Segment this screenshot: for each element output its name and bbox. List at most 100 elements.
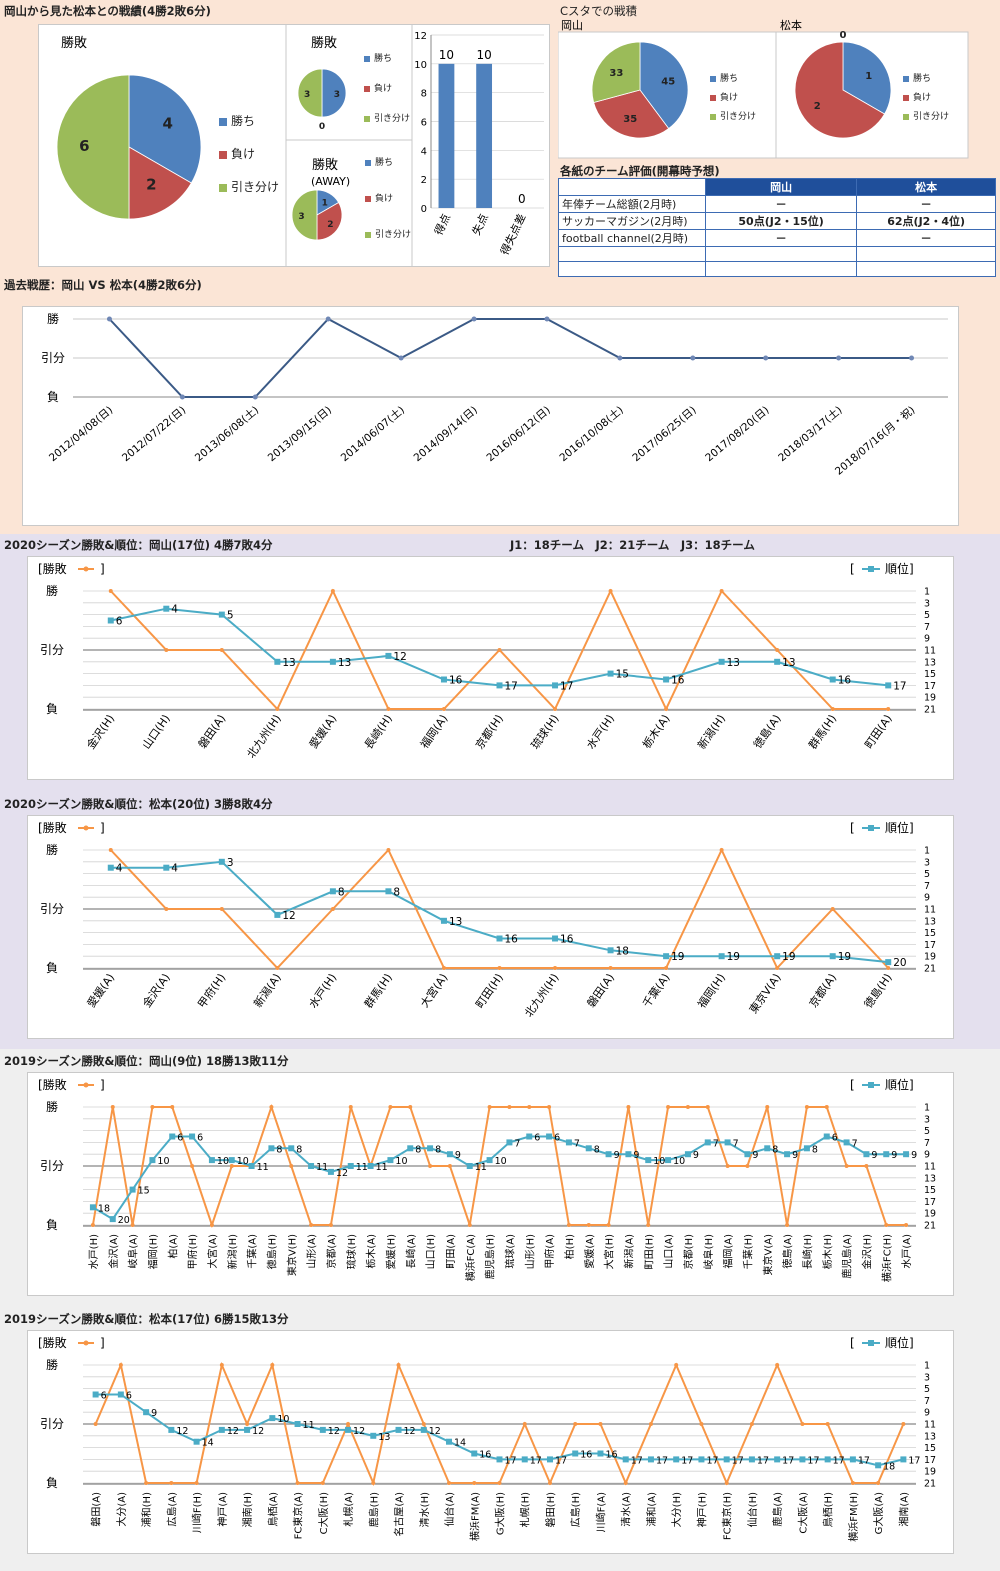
- rank-value-label: 9: [614, 1150, 620, 1161]
- result-point: [371, 1481, 376, 1485]
- x-tick-label: 鹿児島(H): [484, 1234, 497, 1279]
- result-point: [646, 1223, 651, 1227]
- rank-value-label: 6: [126, 1391, 132, 1402]
- rank-tick-label: 9: [924, 893, 930, 904]
- rank-tick-label: 5: [924, 869, 930, 880]
- result-point: [270, 1363, 275, 1367]
- rank-line: [110, 860, 889, 964]
- x-tick-label: 川崎F(A): [594, 1492, 607, 1532]
- rank-point: [218, 1426, 225, 1433]
- pie-slice-pie-all-1: [128, 146, 192, 220]
- rank-point: [189, 1133, 196, 1140]
- legend-bracket: ]: [100, 1336, 105, 1350]
- result-label: 勝: [46, 583, 58, 598]
- x-tick-label: 山口(H): [140, 712, 173, 751]
- rank-point: [665, 1157, 672, 1164]
- rank-value-label: 12: [282, 910, 295, 922]
- table-cell: 62点(J2・4位): [856, 212, 996, 230]
- rank-value-label: 12: [429, 1426, 441, 1437]
- legend-label: 負け: [375, 192, 393, 204]
- result-point: [864, 1164, 869, 1168]
- rank-tick-label: 5: [924, 610, 930, 621]
- rank-value-label: 17: [807, 1455, 819, 1466]
- legend-bracket: ]: [100, 821, 105, 835]
- x-tick-label: 町田(A): [862, 712, 895, 751]
- x-tick-label: 湘南(H): [241, 1492, 254, 1527]
- rank-value-label: 6: [534, 1133, 540, 1144]
- result-point: [408, 1105, 413, 1109]
- rank-tick-label: 5: [924, 1384, 930, 1395]
- rank-point: [440, 917, 447, 924]
- result-point: [289, 1164, 294, 1168]
- rank-point: [673, 1456, 680, 1463]
- rank-tick-label: 19: [924, 1209, 936, 1220]
- table-cell: [704, 261, 858, 277]
- result-point: [467, 1223, 472, 1227]
- rank-point: [288, 1145, 295, 1152]
- rank-value-label: 8: [435, 1144, 441, 1155]
- history-point: [179, 394, 185, 400]
- rank-tick-label: 17: [924, 1197, 936, 1208]
- rank-line: [92, 1135, 907, 1221]
- result-point: [527, 1105, 532, 1109]
- result-point: [295, 1481, 300, 1485]
- result-point: [608, 589, 613, 593]
- result-point: [169, 1481, 174, 1485]
- x-tick-label: 福岡(H): [146, 1234, 159, 1269]
- result-point: [745, 1164, 750, 1168]
- legend-swatch: [903, 95, 909, 101]
- result-point: [886, 966, 891, 970]
- rank-point: [824, 1456, 831, 1463]
- x-tick-label: 栃木(A): [365, 1234, 378, 1269]
- rank-tick-label: 21: [924, 964, 936, 975]
- rank-point: [704, 1139, 711, 1146]
- rank-value-label: 12: [328, 1426, 340, 1437]
- legend-rank-marker: [868, 825, 874, 831]
- result-point: [719, 589, 724, 593]
- result-point: [825, 1422, 830, 1426]
- rank-value-label: 18: [883, 1461, 895, 1472]
- result-point: [320, 1481, 325, 1485]
- result-point: [598, 1422, 603, 1426]
- rank-point: [92, 1391, 99, 1398]
- x-tick-label: 千葉(A): [639, 971, 672, 1010]
- result-point: [441, 707, 446, 711]
- result-point: [219, 1363, 224, 1367]
- result-point: [699, 1422, 704, 1426]
- rank-point: [903, 1151, 910, 1158]
- x-tick-label: 愛媛(H): [384, 1234, 397, 1269]
- rank-point: [607, 947, 614, 954]
- legend-swatch: [219, 118, 227, 126]
- rank-value-label: 19: [727, 951, 740, 963]
- rank-point: [385, 888, 392, 895]
- pie-slice-pie-cs-matsumoto-0: [842, 41, 892, 115]
- rank-point: [885, 959, 892, 966]
- rank-point: [107, 864, 114, 871]
- pie-value-label: 4: [162, 115, 172, 133]
- result-point: [328, 1223, 333, 1227]
- x-tick-label: 2012/07/22(日): [120, 404, 188, 464]
- result-point: [110, 1105, 115, 1109]
- table-row: 年俸チーム総額(2月時) －－: [558, 195, 996, 213]
- x-tick-label: 新潟(H): [694, 712, 728, 752]
- x-tick-label: 群馬(H): [361, 971, 395, 1011]
- history-point: [836, 355, 842, 361]
- x-tick-label: 広島(H): [569, 1492, 582, 1527]
- x-tick-label: 琉球(H): [528, 712, 562, 752]
- result-point: [386, 707, 391, 711]
- rank-value-label: 17: [893, 680, 906, 692]
- legend-rank-bracket: [: [850, 562, 855, 576]
- rank-value-label: 14: [454, 1438, 466, 1449]
- pie-value-label: 0: [319, 122, 325, 132]
- pie-slice-pie-cs-okayama-1: [593, 89, 670, 139]
- x-tick-label: 浦和(H): [140, 1492, 153, 1527]
- x-tick-label: 徳島(A): [781, 1234, 794, 1269]
- rank-value-label: 16: [671, 675, 685, 687]
- result-point: [850, 1481, 855, 1485]
- rank-value-label: 10: [217, 1156, 229, 1167]
- rank-tick-label: 21: [924, 1221, 936, 1232]
- result-point: [497, 966, 502, 970]
- history-panel: 負 引分 勝 2012/04/08(日) 2012/07/22(日) 2013/06/08…: [22, 306, 959, 526]
- rank-point: [446, 1151, 453, 1158]
